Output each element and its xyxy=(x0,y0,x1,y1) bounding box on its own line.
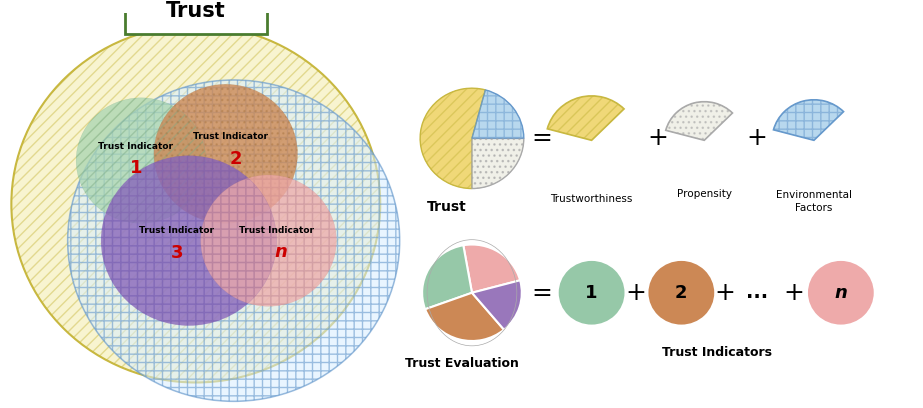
Circle shape xyxy=(649,261,714,325)
Wedge shape xyxy=(426,293,504,341)
Circle shape xyxy=(102,156,277,326)
Text: Trust Indicator: Trust Indicator xyxy=(139,226,214,235)
Text: +: + xyxy=(714,281,736,305)
Text: Environmental
Factors: Environmental Factors xyxy=(776,191,852,213)
Wedge shape xyxy=(463,244,521,293)
Text: 1: 1 xyxy=(585,284,598,302)
Text: +: + xyxy=(784,281,805,305)
Text: Trust Indicator: Trust Indicator xyxy=(99,142,174,151)
Text: Trust: Trust xyxy=(166,1,226,21)
Wedge shape xyxy=(472,90,524,138)
Text: Trust Indicators: Trust Indicators xyxy=(662,346,773,359)
Text: =: = xyxy=(532,281,552,305)
Text: 1: 1 xyxy=(130,159,142,177)
Wedge shape xyxy=(773,100,844,140)
Circle shape xyxy=(154,84,297,223)
Text: Trust: Trust xyxy=(427,200,467,214)
Text: n: n xyxy=(274,243,287,261)
Circle shape xyxy=(201,175,336,306)
Circle shape xyxy=(11,25,380,382)
Text: Trustworthiness: Trustworthiness xyxy=(550,194,633,204)
Wedge shape xyxy=(420,88,485,188)
Text: 3: 3 xyxy=(171,244,183,262)
Text: +: + xyxy=(625,281,646,305)
Text: =: = xyxy=(532,126,552,151)
Text: ...: ... xyxy=(746,283,768,302)
Wedge shape xyxy=(547,96,624,140)
Text: Trust Indicator: Trust Indicator xyxy=(193,132,269,141)
Circle shape xyxy=(808,261,874,325)
Text: 2: 2 xyxy=(230,150,242,168)
Text: +: + xyxy=(647,126,668,151)
Wedge shape xyxy=(422,245,472,309)
Circle shape xyxy=(67,80,400,401)
Wedge shape xyxy=(665,102,733,140)
Text: Trust Indicator: Trust Indicator xyxy=(239,226,314,235)
Text: Trust Evaluation: Trust Evaluation xyxy=(405,357,519,370)
Circle shape xyxy=(558,261,625,325)
Text: 2: 2 xyxy=(675,284,688,302)
Circle shape xyxy=(77,98,206,223)
Text: Propensity: Propensity xyxy=(677,188,732,199)
Text: +: + xyxy=(747,126,768,151)
Text: n: n xyxy=(834,284,847,302)
Wedge shape xyxy=(472,280,521,330)
Wedge shape xyxy=(472,138,524,188)
FancyBboxPatch shape xyxy=(125,0,267,34)
